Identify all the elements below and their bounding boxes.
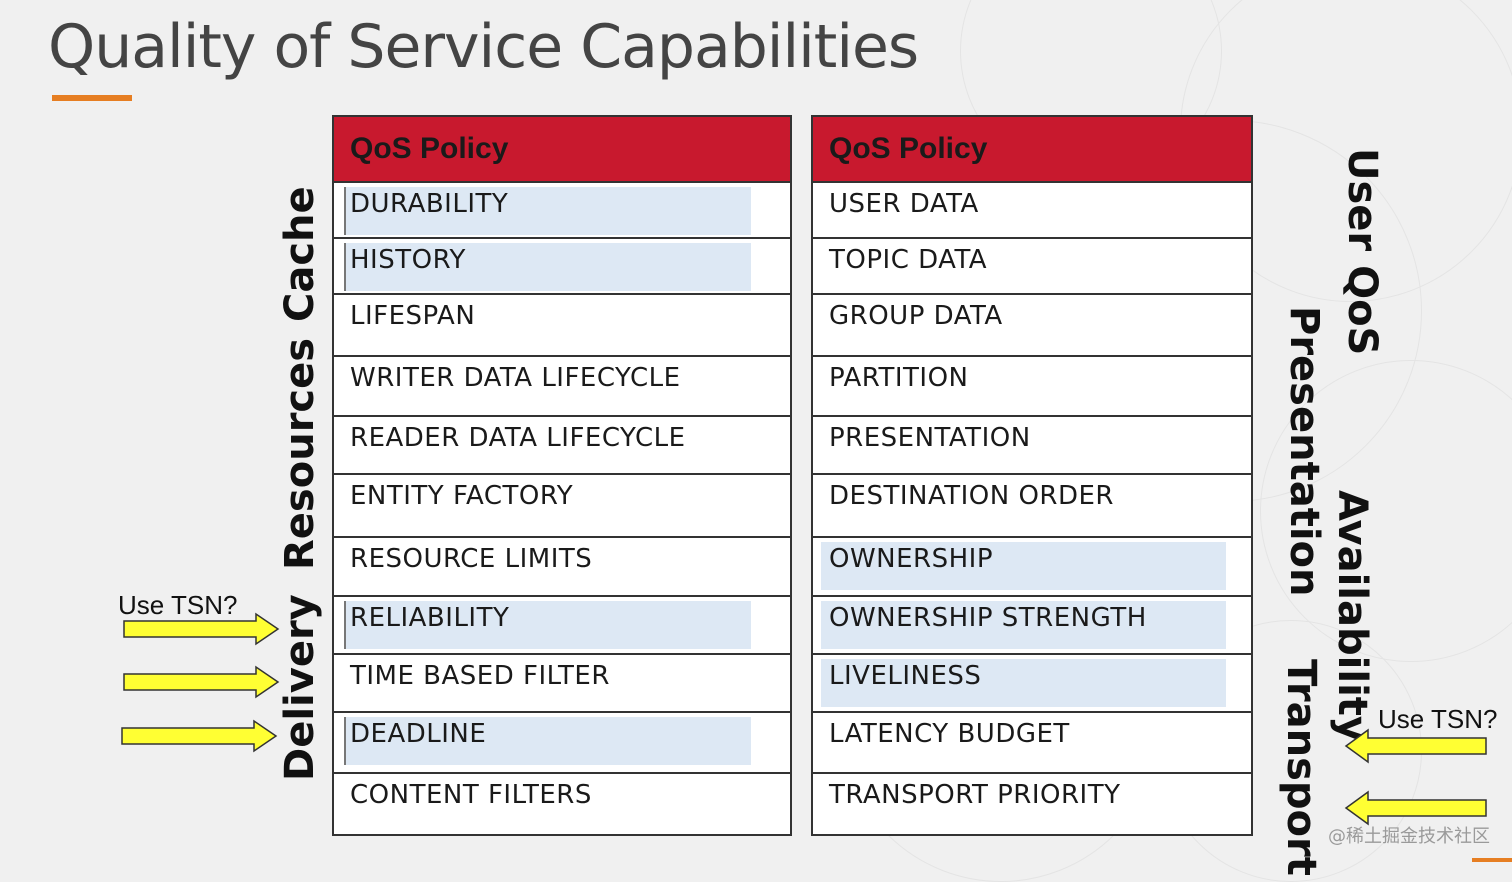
row-label: RESOURCE LIMITS xyxy=(350,544,593,574)
use-tsn-note-right: Use TSN? xyxy=(1378,704,1498,734)
table-row: DURABILITY xyxy=(334,183,790,239)
row-label: PRESENTATION xyxy=(829,423,1031,453)
table-row: TRANSPORT PRIORITY xyxy=(813,774,1251,834)
category-availability: Availability xyxy=(1329,490,1375,742)
row-label: RELIABILITY xyxy=(350,603,510,633)
row-highlight xyxy=(344,187,751,235)
watermark: @稀土掘金技术社区 xyxy=(1328,826,1490,847)
title-underline xyxy=(52,95,132,101)
row-highlight xyxy=(821,542,1226,590)
right-table-header: QoS Policy xyxy=(813,117,1251,183)
row-label: OWNERSHIP STRENGTH xyxy=(829,603,1147,633)
category-presentation: Presentation xyxy=(1281,306,1327,597)
row-label: READER DATA LIFECYCLE xyxy=(350,423,686,453)
row-highlight xyxy=(344,601,751,649)
table-row: OWNERSHIP STRENGTH xyxy=(813,597,1251,655)
table-row: PARTITION xyxy=(813,357,1251,417)
arrow-left-icon xyxy=(1344,790,1487,826)
row-label: ENTITY FACTORY xyxy=(350,481,574,511)
table-row: RELIABILITY xyxy=(334,597,790,655)
row-highlight xyxy=(821,601,1226,649)
table-row: DEADLINE xyxy=(334,713,790,774)
category-cache: Cache xyxy=(277,186,323,322)
row-label: CONTENT FILTERS xyxy=(350,780,592,810)
row-label: LIVELINESS xyxy=(829,661,982,691)
table-row: LIVELINESS xyxy=(813,655,1251,713)
table-row: WRITER DATA LIFECYCLE xyxy=(334,357,790,417)
table-row: LIFESPAN xyxy=(334,295,790,357)
category-user-qos: User QoS xyxy=(1339,148,1385,356)
arrow-right-icon xyxy=(121,719,278,753)
row-label: LATENCY BUDGET xyxy=(829,719,1070,749)
row-label: DEADLINE xyxy=(350,719,487,749)
row-label: PARTITION xyxy=(829,363,969,393)
table-row: USER DATA xyxy=(813,183,1251,239)
row-label: LIFESPAN xyxy=(350,301,476,331)
row-label: WRITER DATA LIFECYCLE xyxy=(350,363,681,393)
row-label: DESTINATION ORDER xyxy=(829,481,1114,511)
arrow-right-icon xyxy=(123,612,280,646)
row-label: USER DATA xyxy=(829,189,979,219)
category-delivery: Delivery xyxy=(277,594,323,781)
bottom-accent xyxy=(1472,858,1512,862)
table-row: DESTINATION ORDER xyxy=(813,475,1251,538)
table-row: CONTENT FILTERS xyxy=(334,774,790,834)
table-row: GROUP DATA xyxy=(813,295,1251,357)
use-tsn-note-left: Use TSN? xyxy=(118,590,238,620)
table-row: READER DATA LIFECYCLE xyxy=(334,417,790,475)
category-resources: Resources xyxy=(277,337,323,570)
right-qos-table: QoS Policy USER DATA TOPIC DATA GROUP DA… xyxy=(811,115,1253,836)
left-qos-table: QoS Policy DURABILITY HISTORY LIFESPAN W… xyxy=(332,115,792,836)
row-label: GROUP DATA xyxy=(829,301,1003,331)
table-row: TIME BASED FILTER xyxy=(334,655,790,713)
row-highlight xyxy=(344,243,751,291)
table-row: HISTORY xyxy=(334,239,790,295)
category-transport: Transport xyxy=(1278,659,1324,876)
row-label: TRANSPORT PRIORITY xyxy=(829,780,1121,810)
arrow-right-icon xyxy=(123,665,280,699)
table-row: RESOURCE LIMITS xyxy=(334,538,790,597)
row-label: OWNERSHIP xyxy=(829,544,994,574)
table-row: TOPIC DATA xyxy=(813,239,1251,295)
arrow-left-icon xyxy=(1344,728,1487,764)
row-label: TIME BASED FILTER xyxy=(350,661,610,691)
left-table-header: QoS Policy xyxy=(334,117,790,183)
table-row: PRESENTATION xyxy=(813,417,1251,475)
row-highlight xyxy=(344,717,751,765)
page-title: Quality of Service Capabilities xyxy=(48,12,919,82)
table-row: LATENCY BUDGET xyxy=(813,713,1251,774)
row-label: HISTORY xyxy=(350,245,466,275)
row-label: TOPIC DATA xyxy=(829,245,988,275)
table-row: OWNERSHIP xyxy=(813,538,1251,597)
row-label: DURABILITY xyxy=(350,189,509,219)
table-row: ENTITY FACTORY xyxy=(334,475,790,538)
row-highlight xyxy=(821,659,1226,707)
